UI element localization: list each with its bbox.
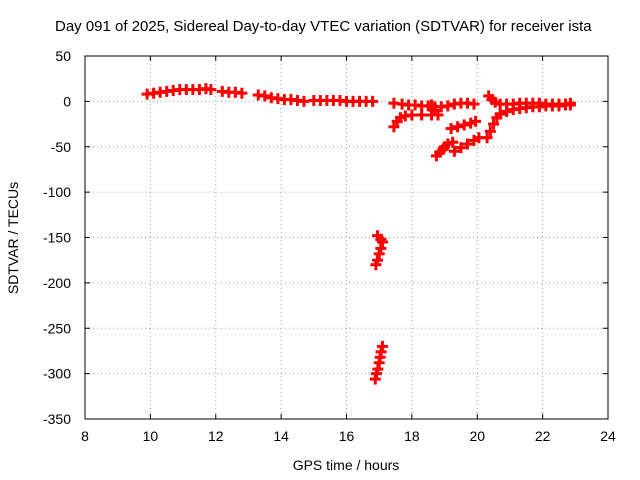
y-tick-label: -100: [43, 184, 71, 200]
data-point: [432, 109, 444, 121]
data-point: [375, 242, 387, 254]
data-point: [461, 138, 473, 150]
data-point: [468, 98, 480, 110]
data-point: [448, 145, 460, 157]
data-point: [376, 340, 388, 352]
data-point: [406, 109, 418, 121]
data-point: [367, 95, 379, 107]
y-tick-labels: 50 0 -50 -100 -150 -200 -250 -300 -350: [43, 48, 71, 427]
x-tick-label: 14: [273, 428, 289, 444]
data-point: [447, 136, 459, 148]
x-tick-label: 16: [339, 428, 355, 444]
data-point: [442, 100, 454, 112]
y-tick-label: -50: [51, 139, 71, 155]
data-point: [205, 84, 217, 96]
data-point: [452, 121, 464, 133]
y-tick-label: -150: [43, 230, 71, 246]
data-point: [298, 95, 310, 107]
y-tick-label: -250: [43, 320, 71, 336]
y-tick-label: -300: [43, 366, 71, 382]
data-points: [141, 83, 576, 385]
grid-lines: [85, 56, 608, 419]
data-point: [458, 119, 470, 131]
data-point: [376, 236, 388, 248]
x-tick-label: 20: [469, 428, 485, 444]
data-point: [259, 90, 271, 102]
data-point: [481, 132, 493, 144]
x-axis-title: GPS time / hours: [293, 457, 400, 473]
x-tick-label: 12: [208, 428, 224, 444]
data-point: [488, 118, 500, 130]
y-tick-label: -350: [43, 411, 71, 427]
chart-title: Day 091 of 2025, Sidereal Day-to-day VTE…: [55, 18, 592, 35]
data-point: [470, 115, 482, 127]
x-tick-label: 10: [143, 428, 159, 444]
x-tick-label: 22: [535, 428, 551, 444]
data-point: [416, 109, 428, 121]
y-tick-label: 50: [55, 48, 71, 64]
x-tick-label: 18: [404, 428, 420, 444]
y-tick-label: -200: [43, 275, 71, 291]
data-point: [494, 108, 506, 120]
data-point: [564, 97, 576, 109]
y-axis-title: SDTVAR / TECUs: [5, 182, 21, 294]
axis-ticks: [84, 55, 609, 420]
x-tick-label: 24: [600, 428, 616, 444]
x-tick-label: 8: [81, 428, 89, 444]
data-point: [473, 132, 485, 144]
data-point: [236, 87, 248, 99]
y-tick-label: 0: [63, 93, 71, 109]
data-point: [388, 97, 400, 109]
x-tick-labels: 8 10 12 14 16 18 20 22 24: [81, 428, 616, 444]
data-point: [484, 125, 496, 137]
data-point: [372, 254, 384, 266]
data-point: [455, 142, 467, 154]
data-point: [445, 123, 457, 135]
